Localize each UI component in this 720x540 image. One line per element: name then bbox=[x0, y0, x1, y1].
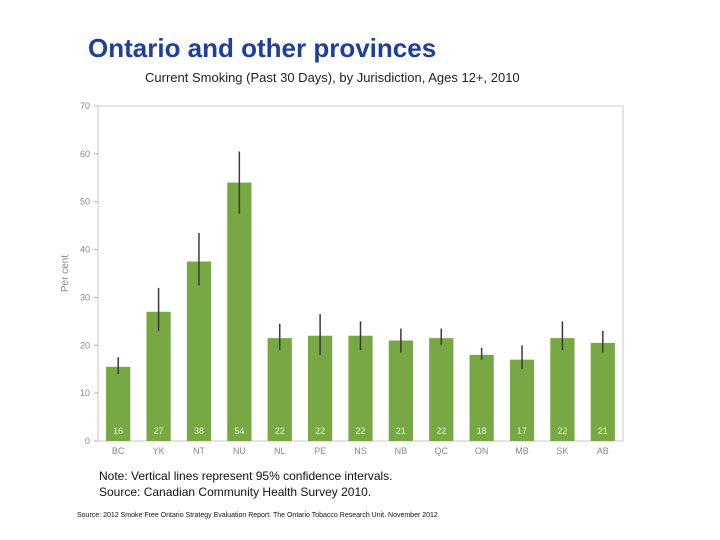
x-tick-label-qc: QC bbox=[435, 446, 449, 456]
note-data-source: Source: Canadian Community Health Survey… bbox=[99, 485, 372, 499]
x-tick-label-on: ON bbox=[475, 446, 489, 456]
bar-nb bbox=[388, 340, 413, 441]
data-label-nl: 22 bbox=[275, 426, 285, 436]
y-axis-label: Per cent bbox=[60, 255, 71, 292]
note-confidence-intervals: Note: Vertical lines represent 95% confi… bbox=[99, 469, 393, 483]
y-tick-label: 40 bbox=[80, 245, 90, 255]
data-label-mb: 17 bbox=[517, 426, 527, 436]
bar-on bbox=[469, 354, 494, 441]
data-label-qc: 22 bbox=[436, 426, 446, 436]
y-tick-label: 0 bbox=[85, 436, 90, 446]
data-label-nt: 38 bbox=[194, 426, 204, 436]
bar-yk bbox=[146, 311, 171, 441]
x-tick-label-ab: AB bbox=[597, 446, 609, 456]
bar-nl bbox=[267, 338, 292, 441]
data-label-bc: 16 bbox=[113, 426, 123, 436]
data-label-nu: 54 bbox=[234, 426, 244, 436]
bar-nt bbox=[186, 261, 212, 441]
bar-mb bbox=[509, 359, 535, 441]
y-tick-label: 50 bbox=[80, 197, 90, 207]
data-label-on: 18 bbox=[477, 426, 487, 436]
x-tick-label-mb: MB bbox=[515, 446, 529, 456]
bar-qc bbox=[429, 338, 454, 441]
bar-ab bbox=[590, 342, 615, 441]
data-label-nb: 21 bbox=[396, 426, 406, 436]
data-label-yk: 27 bbox=[154, 426, 164, 436]
x-tick-label-ns: NS bbox=[354, 446, 367, 456]
data-label-sk: 22 bbox=[557, 426, 567, 436]
source-footer: Source: 2012 Smoke Free Ontario Strategy… bbox=[77, 512, 438, 519]
slide-title: Ontario and other provinces bbox=[88, 33, 437, 63]
y-tick-label: 10 bbox=[80, 388, 90, 398]
x-tick-label-nu: NU bbox=[233, 446, 246, 456]
x-tick-label-nb: NB bbox=[395, 446, 408, 456]
bar-sk bbox=[550, 338, 575, 441]
bar-chart: 0 10 20 30 40 50 60 70 Per cent 16 BC 27 YK 38 NT 54 NU 2… bbox=[60, 101, 624, 456]
bar-nu bbox=[227, 182, 252, 442]
x-tick-label-yk: YK bbox=[153, 446, 165, 456]
chart-title: Current Smoking (Past 30 Days), by Juris… bbox=[145, 70, 520, 85]
data-label-ns: 22 bbox=[355, 426, 365, 436]
y-tick-label: 60 bbox=[80, 149, 90, 159]
y-tick-label: 70 bbox=[80, 101, 90, 111]
x-tick-label-bc: BC bbox=[112, 446, 125, 456]
x-tick-label-pe: PE bbox=[314, 446, 326, 456]
bar-bc bbox=[106, 366, 131, 441]
x-tick-label-nt: NT bbox=[193, 446, 205, 456]
x-tick-label-nl: NL bbox=[274, 446, 286, 456]
data-label-pe: 22 bbox=[315, 426, 325, 436]
y-tick-label: 30 bbox=[80, 292, 90, 302]
bar-ns bbox=[348, 335, 373, 441]
x-tick-label-sk: SK bbox=[556, 446, 568, 456]
chart-notes: Note: Vertical lines represent 95% confi… bbox=[99, 468, 393, 500]
y-tick-label: 20 bbox=[80, 340, 90, 350]
data-label-ab: 21 bbox=[598, 426, 608, 436]
